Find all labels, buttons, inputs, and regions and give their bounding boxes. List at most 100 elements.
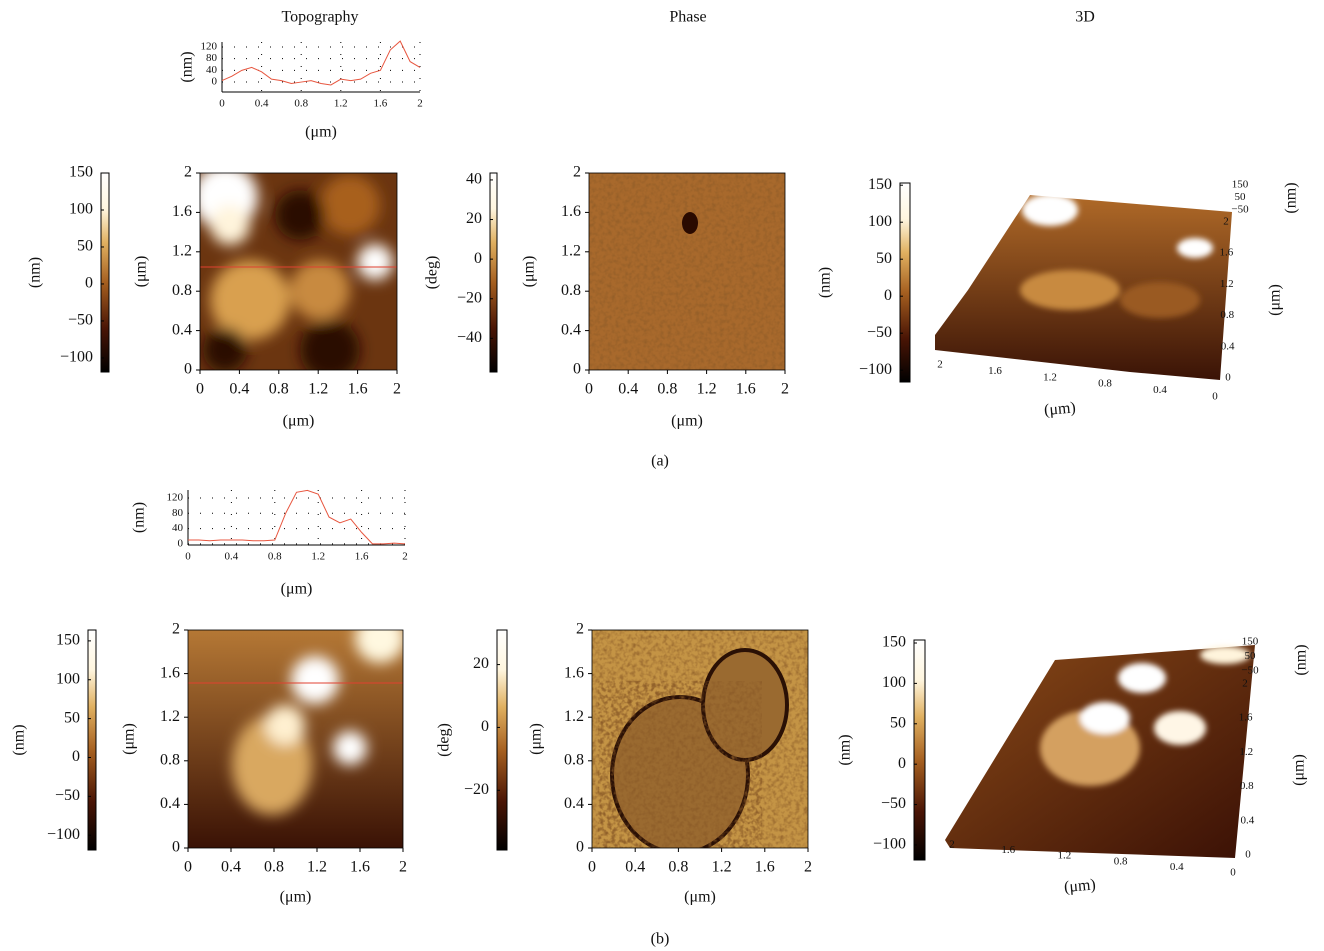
y-tick-label: 1.2 (564, 708, 584, 725)
y-tick-label: 2 (184, 164, 192, 181)
y-tick-label: 2 (573, 164, 581, 181)
y-tick-label: 2 (1223, 216, 1229, 228)
y-tick-label: 0 (172, 839, 180, 856)
x-tick-label: 2 (399, 859, 407, 876)
z-tick-label: 50 (1245, 650, 1257, 662)
x-tick-label: 0 (585, 381, 593, 398)
x-tick-label: 1.6 (755, 859, 775, 876)
y-tick-label: 1.2 (561, 242, 581, 259)
y-tick-label: 1.6 (561, 203, 581, 220)
colorbar-tick-label: −20 (464, 781, 489, 798)
x-tick-label: 0.8 (1098, 378, 1112, 390)
x-axis-label: (μm) (684, 889, 716, 906)
y-axis-label: (μm) (521, 256, 538, 288)
x-tick-label: 0 (196, 381, 204, 398)
z-tick-label: −50 (1231, 204, 1249, 216)
colorbar-tick-label: 100 (56, 670, 80, 687)
x-tick-label: 1.6 (1001, 844, 1015, 856)
x-tick-label: 0.4 (225, 551, 239, 563)
column-title: Phase (669, 9, 706, 26)
colorbar-tick-label: 0 (884, 287, 892, 304)
colorbar-tick-label: −50 (68, 312, 93, 329)
y-tick-label: 80 (206, 52, 218, 64)
x-tick-label: 0.4 (229, 381, 249, 398)
panel-label: (b) (651, 931, 670, 948)
colorbar-tick-label: −20 (457, 289, 482, 306)
x-axis-label: (μm) (1063, 876, 1096, 896)
x-tick-label: 0 (1230, 867, 1236, 879)
y-tick-label: 0.4 (172, 321, 192, 338)
colorbar-tick-label: −50 (881, 795, 906, 812)
colorbar-tick-label: −100 (873, 836, 906, 853)
y-tick-label: 80 (172, 507, 184, 519)
topography-image-a (192, 164, 397, 380)
column-title: 3D (1075, 9, 1095, 26)
colorbar-tick-label: 40 (466, 171, 482, 188)
colorbar-tick-label: 0 (85, 275, 93, 292)
x-tick-label: 0.4 (618, 381, 638, 398)
colorbar-tick-label: −50 (55, 787, 80, 804)
y-tick-label: 0.8 (1220, 309, 1234, 321)
x-tick-label: 1.2 (311, 551, 325, 563)
colorbar-tick-label: 100 (69, 201, 93, 218)
colorbar-label: (deg) (436, 723, 453, 757)
x-tick-label: 2 (804, 859, 812, 876)
colorbar-tick-label: −50 (867, 324, 892, 341)
colorbar-label: (deg) (424, 256, 441, 290)
y-tick-label: 0.4 (1241, 814, 1255, 826)
x-tick-label: 2 (393, 381, 401, 398)
colorbar-tick-label: 0 (474, 250, 482, 267)
colorbar-tick-label: 50 (890, 714, 906, 731)
y-tick-label: 0.8 (564, 751, 584, 768)
x-tick-label: 0.4 (255, 98, 269, 110)
y-tick-label: 1.6 (1220, 247, 1234, 259)
x-tick-label: 1.6 (374, 98, 388, 110)
z-tick-label: 150 (1232, 179, 1249, 191)
colorbar-tick-label: 100 (882, 674, 906, 691)
profile-line (222, 41, 420, 85)
colorbar-tick-label: 150 (882, 634, 906, 651)
colorbar-tick-label: 150 (868, 176, 892, 193)
panel-label: (a) (651, 453, 669, 470)
x-tick-label: 0 (1212, 391, 1218, 403)
y-axis-label: (nm) (131, 502, 148, 533)
x-tick-label: 1.6 (988, 365, 1002, 377)
x-tick-label: 0 (219, 98, 225, 110)
y-tick-label: 2 (1242, 678, 1248, 690)
x-tick-label: 1.2 (308, 381, 328, 398)
x-tick-label: 1.2 (307, 859, 327, 876)
z-tick-label: 50 (1235, 191, 1247, 203)
colorbar-tick-label: 150 (69, 164, 93, 181)
z-tick-label: −50 (1241, 665, 1259, 677)
y-tick-label: 0.8 (172, 282, 192, 299)
x-axis-label: (μm) (671, 413, 703, 430)
y-tick-label: 40 (172, 522, 184, 534)
x-tick-label: 1.6 (348, 381, 368, 398)
colorbar-label: (nm) (837, 734, 854, 765)
colorbar-tick-label: 20 (466, 210, 482, 227)
colorbar-tick-label: −100 (859, 361, 892, 378)
colorbar (490, 173, 497, 372)
y-tick-label: 0 (576, 839, 584, 856)
colorbar-tick-label: 0 (481, 718, 489, 735)
y-tick-label: 0.8 (561, 282, 581, 299)
x-tick-label: 1.2 (334, 98, 348, 110)
x-tick-label: 1.6 (736, 381, 756, 398)
x-tick-label: 0.8 (668, 859, 688, 876)
surface-3d-b (945, 645, 1255, 858)
x-tick-label: 0.8 (294, 98, 308, 110)
colorbar-tick-label: 0 (898, 755, 906, 772)
y-tick-label: 0.4 (564, 795, 584, 812)
y-tick-label: 40 (206, 64, 218, 76)
colorbar-tick-label: 0 (72, 748, 80, 765)
y-tick-label: 0 (1245, 849, 1251, 861)
y-tick-label: 0 (573, 361, 581, 378)
x-tick-label: 2 (417, 98, 423, 110)
y-tick-label: 1.6 (1239, 712, 1253, 724)
phase-image-b (592, 630, 808, 853)
y-tick-label: 1.6 (172, 203, 192, 220)
colorbar (88, 630, 96, 850)
x-tick-label: 1.6 (355, 551, 369, 563)
x-tick-label: 0.8 (264, 859, 284, 876)
x-tick-label: 1.6 (350, 859, 370, 876)
